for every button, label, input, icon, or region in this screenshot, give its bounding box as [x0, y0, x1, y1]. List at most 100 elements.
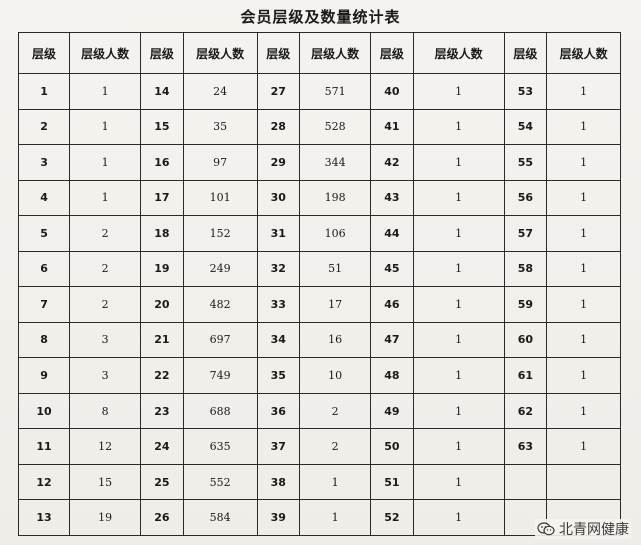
count-cell: 106: [299, 215, 372, 252]
table-row: 5 2 18 152 31 106 44 1 57 1: [17, 215, 621, 252]
level-cell: 33: [256, 286, 301, 323]
table-row: 12 15 25 552 38 1 51 1: [17, 463, 621, 501]
header-level: 层级: [370, 32, 414, 74]
level-cell: 58: [503, 250, 548, 288]
count-cell: [546, 463, 621, 501]
level-cell: 55: [503, 144, 548, 181]
count-cell: 3: [69, 321, 142, 359]
level-cell: 49: [370, 392, 414, 430]
count-cell: 1: [546, 357, 621, 394]
table-row: 11 12 24 635 37 2 50 1 63 1: [17, 428, 621, 465]
count-cell: 482: [182, 286, 258, 323]
count-cell: 528: [299, 108, 372, 146]
level-cell: 32: [256, 250, 301, 288]
header-count: 层级人数: [412, 32, 505, 74]
level-cell: 52: [370, 499, 414, 536]
count-cell: 152: [182, 215, 258, 252]
level-cell: 24: [140, 428, 184, 465]
count-cell: 12: [69, 428, 142, 465]
level-cell: 30: [256, 179, 301, 217]
count-cell: 1: [69, 73, 142, 110]
table-row: 2 1 15 35 28 528 41 1 54 1: [17, 108, 621, 146]
count-cell: 2: [299, 392, 372, 430]
count-cell: 35: [182, 108, 258, 146]
level-cell: 46: [370, 286, 414, 323]
count-cell: 19: [69, 499, 142, 536]
count-cell: 2: [299, 428, 372, 465]
count-cell: 1: [412, 250, 505, 288]
level-cell: 48: [370, 357, 414, 394]
level-cell: 62: [503, 392, 548, 430]
table-row: 3 1 16 97 29 344 42 1 55 1: [17, 144, 621, 181]
level-cell: 59: [503, 286, 548, 323]
level-cell: 54: [503, 108, 548, 146]
level-cell: 42: [370, 144, 414, 181]
count-cell: 1: [546, 73, 621, 110]
watermark-text: 北青网健康: [559, 522, 629, 538]
header-count: 层级人数: [546, 32, 621, 74]
count-cell: 1: [69, 144, 142, 181]
level-cell: 53: [503, 73, 548, 110]
level-cell: 35: [256, 357, 301, 394]
count-cell: 101: [182, 179, 258, 217]
count-cell: 8: [69, 392, 142, 430]
level-cell: 6: [17, 250, 71, 288]
count-cell: 1: [412, 499, 505, 536]
table-body: 1 1 14 24 27 571 40 1 53 1 2 1 15 35 28 528 41 1 54 1 3 1 16 97…: [17, 73, 621, 536]
level-cell: 13: [17, 499, 71, 536]
header-level: 层级: [140, 32, 184, 74]
level-cell: 34: [256, 321, 301, 359]
wechat-icon: [537, 522, 555, 536]
level-cell: 41: [370, 108, 414, 146]
count-cell: 198: [299, 179, 372, 217]
count-cell: 1: [412, 144, 505, 181]
level-cell: [503, 463, 548, 501]
count-cell: 51: [299, 250, 372, 288]
level-cell: 44: [370, 215, 414, 252]
level-cell: 50: [370, 428, 414, 465]
count-cell: 1: [412, 286, 505, 323]
level-cell: 15: [140, 108, 184, 146]
table-title: 会员层级及数量统计表: [240, 8, 401, 26]
level-cell: 20: [140, 286, 184, 323]
level-cell: 17: [140, 179, 184, 217]
level-cell: 26: [140, 499, 184, 536]
count-cell: 1: [412, 321, 505, 359]
count-cell: 24: [182, 73, 258, 110]
count-cell: 1: [412, 357, 505, 394]
count-cell: 584: [182, 499, 258, 536]
count-cell: 10: [299, 357, 372, 394]
level-cell: 19: [140, 250, 184, 288]
level-cell: 4: [17, 179, 71, 217]
count-cell: 2: [69, 250, 142, 288]
count-cell: 2: [69, 215, 142, 252]
table-row: 1 1 14 24 27 571 40 1 53 1: [17, 73, 621, 110]
count-cell: 16: [299, 321, 372, 359]
count-cell: 2: [69, 286, 142, 323]
table-row: 4 1 17 101 30 198 43 1 56 1: [17, 179, 621, 217]
count-cell: 1: [412, 179, 505, 217]
level-cell: 43: [370, 179, 414, 217]
level-cell: 28: [256, 108, 301, 146]
count-cell: 1: [546, 250, 621, 288]
count-cell: 1: [546, 392, 621, 430]
level-cell: 23: [140, 392, 184, 430]
count-cell: 1: [546, 179, 621, 217]
level-cell: 18: [140, 215, 184, 252]
level-cell: 22: [140, 357, 184, 394]
count-cell: 1: [412, 215, 505, 252]
count-cell: 1: [69, 179, 142, 217]
count-cell: 344: [299, 144, 372, 181]
table-row: 13 19 26 584 39 1 52 1: [17, 499, 621, 536]
table-row: 9 3 22 749 35 10 48 1 61 1: [17, 357, 621, 394]
header-row: 层级 层级人数 层级 层级人数 层级 层级人数 层级 层级人数 层级 层级人数: [17, 32, 621, 74]
count-cell: 97: [182, 144, 258, 181]
level-cell: 29: [256, 144, 301, 181]
level-cell: 16: [140, 144, 184, 181]
count-cell: 635: [182, 428, 258, 465]
level-cell: 7: [17, 286, 71, 323]
level-cell: 63: [503, 428, 548, 465]
level-cell: 3: [17, 144, 71, 181]
count-cell: 571: [299, 73, 372, 110]
level-cell: 11: [17, 428, 71, 465]
